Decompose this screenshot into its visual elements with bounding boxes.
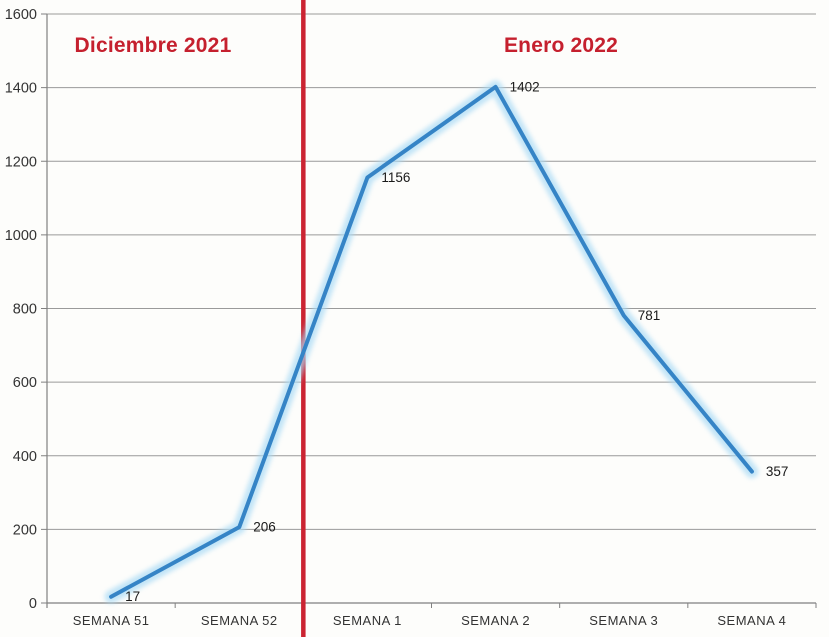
data-label: 1402: [510, 79, 540, 94]
series-line: [109, 84, 754, 599]
section-title-enero: Enero 2022: [503, 34, 619, 57]
data-label: 1156: [381, 170, 410, 185]
x-tick-label: SEMANA 4: [717, 613, 786, 628]
y-tick-label: 1200: [5, 154, 37, 170]
x-tick-label: SEMANA 51: [73, 613, 150, 628]
data-label: 17: [125, 589, 140, 604]
y-tick-label: 200: [13, 522, 37, 538]
x-tick-label: SEMANA 1: [333, 613, 402, 628]
data-label: 357: [766, 464, 789, 479]
x-tick-label: SEMANA 2: [461, 613, 530, 628]
y-tick-label: 0: [29, 596, 37, 612]
x-tick-label: SEMANA 3: [589, 613, 658, 628]
x-tick-label: SEMANA 52: [201, 613, 278, 628]
y-tick-label: 400: [13, 449, 37, 465]
y-tick-label: 1400: [5, 81, 37, 97]
y-tick-label: 800: [13, 302, 37, 318]
section-title-diciembre: Diciembre 2021: [74, 34, 232, 57]
data-label: 781: [638, 308, 661, 323]
y-tick-label: 1000: [5, 228, 37, 244]
y-tick-label: 1600: [5, 7, 37, 23]
y-tick-label: 600: [13, 375, 37, 391]
data-label: 206: [253, 520, 276, 535]
series-line-glow: [104, 80, 759, 604]
